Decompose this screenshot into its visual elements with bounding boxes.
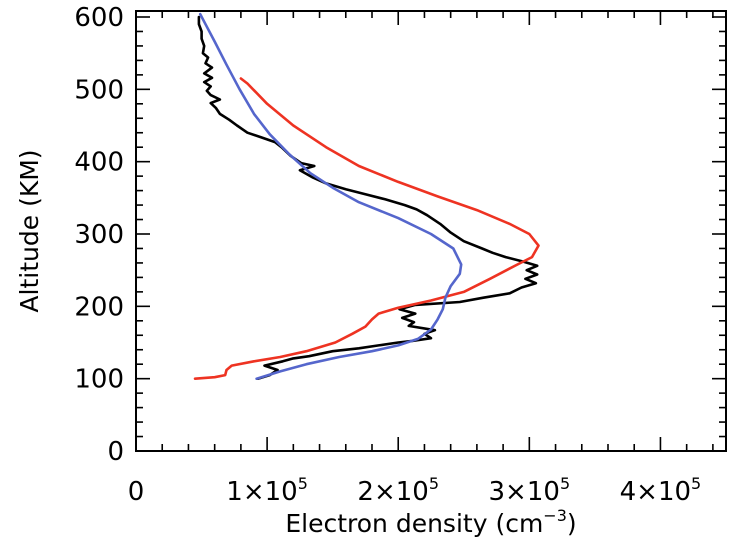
series-line-3 xyxy=(198,12,463,380)
series-layer xyxy=(193,12,540,380)
y-tick-label: 200 xyxy=(74,292,124,322)
y-tick-label: 600 xyxy=(74,3,124,33)
y-tick-label: 300 xyxy=(74,220,124,250)
x-tick-labels: 0 1×105 2×105 3×105 4×105 xyxy=(128,474,702,507)
y-tick-label: 100 xyxy=(74,365,124,395)
series-line-1 xyxy=(197,15,539,380)
y-tick-labels: 0 100 200 300 400 500 600 xyxy=(74,3,124,467)
y-axis-title: Altitude (KM) xyxy=(15,149,44,312)
x-tick-label: 1×105 xyxy=(226,474,308,507)
x-tick-label: 2×105 xyxy=(357,474,439,507)
axis-ticks xyxy=(135,11,726,452)
x-axis-title-close: ) xyxy=(567,509,577,538)
plot-frame xyxy=(135,10,727,452)
x-axis-title-exponent: −3 xyxy=(543,506,567,525)
x-tick-label: 4×105 xyxy=(620,474,702,507)
x-axis-title: Electron density (cm−3) xyxy=(285,506,576,538)
y-tick-label: 0 xyxy=(107,437,124,467)
y-tick-label: 400 xyxy=(74,148,124,178)
y-tick-label: 500 xyxy=(74,75,124,105)
x-tick-label: 0 xyxy=(128,477,145,507)
x-tick-label: 3×105 xyxy=(489,474,571,507)
series-line-2 xyxy=(193,77,540,380)
